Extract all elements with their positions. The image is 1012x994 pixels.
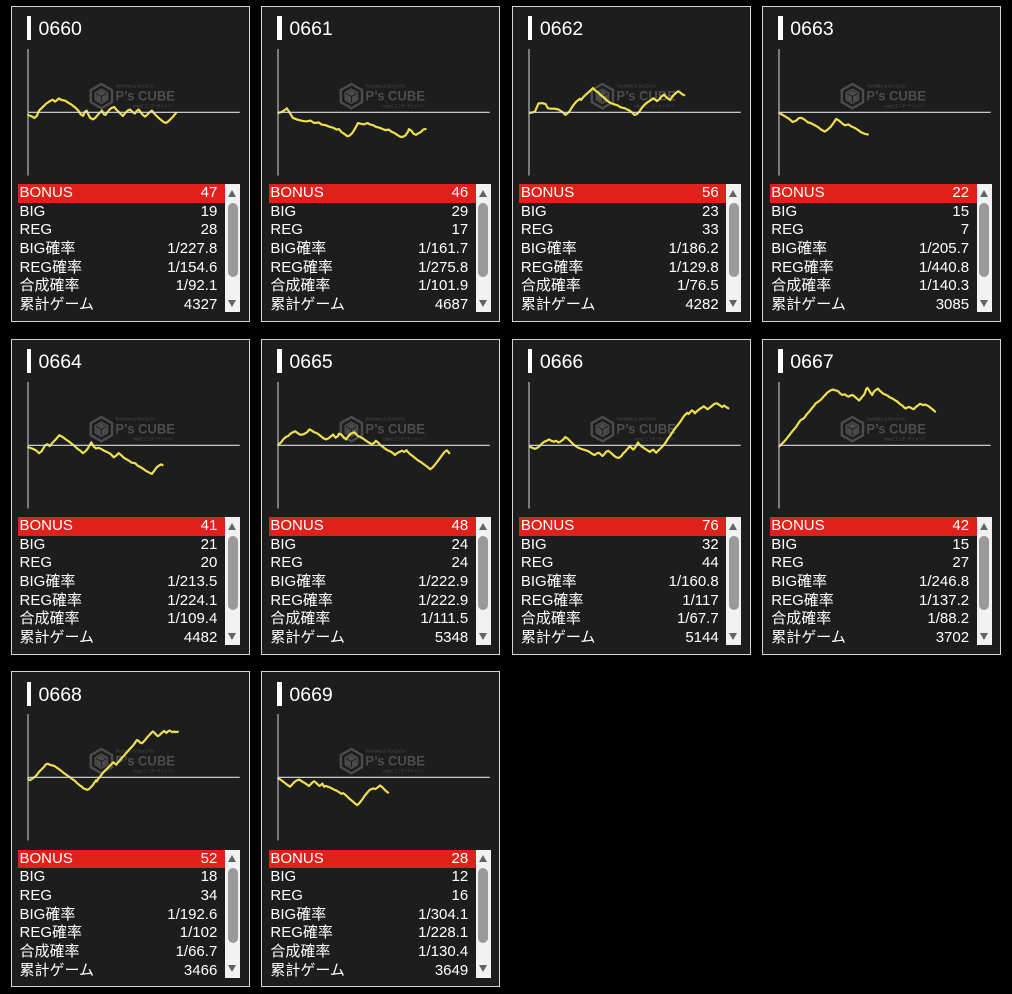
svg-text:enjoyZ エンターテイメント: enjoyZ エンターテイメント [634,102,675,109]
svg-text:enjoyZ エンターテイメント: enjoyZ エンターテイメント [383,767,424,774]
svg-text:P’s CUBE: P’s CUBE [115,753,174,769]
svg-text:enjoyZ エンターテイメント: enjoyZ エンターテイメント [634,435,675,442]
svg-text:enjoyZ エンターテイメント: enjoyZ エンターテイメント [133,435,174,442]
svg-text:Pachinko & Slot DATA: Pachinko & Slot DATA [617,83,657,88]
svg-text:enjoyZ エンターテイメント: enjoyZ エンターテイメント [133,767,174,774]
svg-text:P’s CUBE: P’s CUBE [115,88,174,104]
svg-text:enjoyZ エンターテイメント: enjoyZ エンターテイメント [383,102,424,109]
svg-text:Pachinko & Slot DATA: Pachinko & Slot DATA [366,83,406,88]
svg-text:enjoyZ エンターテイメント: enjoyZ エンターテイメント [884,102,925,109]
svg-text:P’s CUBE: P’s CUBE [366,421,426,437]
svg-text:P’s CUBE: P’s CUBE [366,753,426,769]
svg-text:Pachinko & Slot DATA: Pachinko & Slot DATA [366,416,406,421]
svg-text:enjoyZ エンターテイメント: enjoyZ エンターテイメント [383,435,424,442]
svg-text:Pachinko & Slot DATA: Pachinko & Slot DATA [867,83,907,88]
svg-text:P’s CUBE: P’s CUBE [867,88,927,104]
svg-text:enjoyZ エンターテイメント: enjoyZ エンターテイメント [884,435,925,442]
svg-text:P’s CUBE: P’s CUBE [867,421,927,437]
svg-text:P’s CUBE: P’s CUBE [616,421,676,437]
svg-text:Pachinko & Slot DATA: Pachinko & Slot DATA [115,749,155,754]
svg-text:Pachinko & Slot DATA: Pachinko & Slot DATA [867,416,907,421]
svg-text:P’s CUBE: P’s CUBE [115,421,174,437]
svg-text:Pachinko & Slot DATA: Pachinko & Slot DATA [366,749,406,754]
svg-text:P’s CUBE: P’s CUBE [616,88,676,104]
svg-text:Pachinko & Slot DATA: Pachinko & Slot DATA [617,416,657,421]
svg-text:Pachinko & Slot DATA: Pachinko & Slot DATA [115,83,155,88]
svg-text:P’s CUBE: P’s CUBE [366,88,426,104]
svg-text:Pachinko & Slot DATA: Pachinko & Slot DATA [115,416,155,421]
svg-text:enjoyZ エンターテイメント: enjoyZ エンターテイメント [133,102,174,109]
